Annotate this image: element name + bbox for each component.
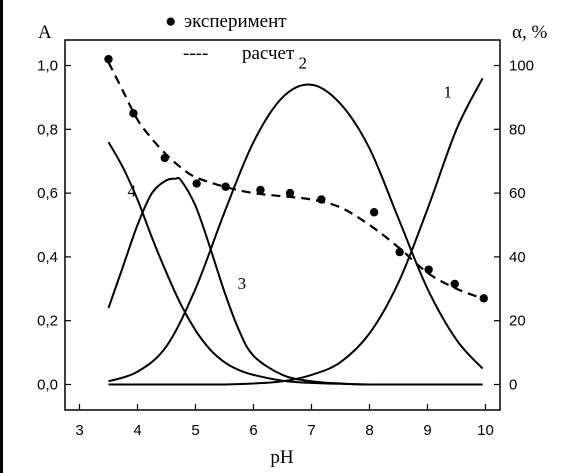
x-tick-label: 9 xyxy=(423,422,431,439)
axis-ticks: 3 4 5 6 7 8 9 10 0,0 0,2 0,4 0,6 0,8 1,0 0 20 40 60 80 100 xyxy=(37,58,534,439)
experiment-point xyxy=(450,279,459,289)
calc-curve xyxy=(107,61,483,300)
y-left-tick-label: 0,8 xyxy=(37,121,58,138)
y-left-tick-label: 0,2 xyxy=(37,313,58,330)
label-layer: 1 2 3 4 xyxy=(127,54,452,293)
y-right-tick-label: 20 xyxy=(509,313,526,330)
y-right-axis-title: α, % xyxy=(512,22,547,43)
y-left-tick-label: 1,0 xyxy=(37,58,58,75)
y-right-tick-label: 100 xyxy=(509,58,534,75)
series-curve-3 xyxy=(107,176,483,386)
x-tick-label: 6 xyxy=(249,422,257,439)
experiment-point xyxy=(160,153,169,163)
x-tick-label: 10 xyxy=(477,422,494,439)
experiment-point xyxy=(104,54,113,64)
plot-frame xyxy=(64,39,501,411)
y-left-tick-label: 0,4 xyxy=(37,249,58,266)
y-right-tick-label: 80 xyxy=(509,121,526,138)
page-left-bar xyxy=(0,0,3,473)
experiment-point xyxy=(285,188,295,198)
x-tick-label: 3 xyxy=(75,422,83,439)
y-right-tick-label: 40 xyxy=(509,249,526,266)
legend-label-experiment: эксперимент xyxy=(184,11,287,32)
series-curve-4 xyxy=(107,141,483,386)
x-tick-label: 7 xyxy=(307,422,315,439)
experiment-point xyxy=(192,179,201,188)
legend-marker-experiment: ● xyxy=(165,11,176,32)
x-axis-title: pH xyxy=(270,447,294,468)
series-curve-2 xyxy=(108,83,484,383)
legend: ● эксперимент ---- расчет xyxy=(165,11,295,64)
x-tick-label: 4 xyxy=(133,422,141,439)
curve-label-4: 4 xyxy=(127,181,136,200)
x-tick-label: 8 xyxy=(365,422,373,439)
curve-label-3: 3 xyxy=(238,274,247,293)
curve-label-1: 1 xyxy=(444,82,453,101)
experiment-point xyxy=(395,247,404,257)
y-left-axis-title: A xyxy=(38,22,52,43)
y-left-tick-label: 0,0 xyxy=(37,376,58,393)
curve-label-2: 2 xyxy=(299,54,308,73)
y-right-tick-label: 0 xyxy=(509,376,517,393)
experiment-point xyxy=(129,109,138,118)
legend-label-calc: расчет xyxy=(242,43,295,64)
experiment-point xyxy=(256,185,265,195)
series-layer xyxy=(104,54,488,386)
experiment-point xyxy=(221,182,230,191)
series-curve-1 xyxy=(108,77,484,386)
experiment-point xyxy=(424,265,433,274)
experiment-point xyxy=(317,195,326,204)
experiment-point xyxy=(369,208,379,217)
y-left-tick-label: 0,6 xyxy=(37,185,58,202)
experiment-point xyxy=(479,294,488,303)
x-tick-label: 5 xyxy=(191,422,199,439)
legend-marker-calc: ---- xyxy=(183,43,208,64)
y-right-tick-label: 60 xyxy=(509,185,526,202)
